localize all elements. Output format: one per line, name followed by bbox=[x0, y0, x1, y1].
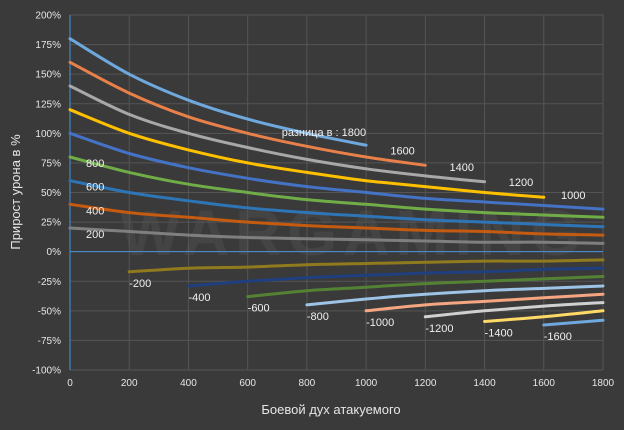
series-label: разница в : 1800 bbox=[282, 127, 366, 139]
x-tick-label: 1600 bbox=[533, 378, 556, 389]
series-label: 1000 bbox=[561, 190, 585, 202]
y-axis-title: Прирост урона в % bbox=[8, 134, 23, 250]
series-line-1 bbox=[68, 60, 427, 167]
series-line-16 bbox=[542, 318, 605, 327]
series-line-3 bbox=[68, 108, 546, 199]
x-tick-label: 1800 bbox=[592, 378, 615, 389]
y-tick-label: 50% bbox=[41, 188, 61, 199]
y-tick-label: 25% bbox=[41, 218, 61, 229]
series-line-5 bbox=[68, 155, 605, 219]
y-tick-label: 200% bbox=[35, 11, 61, 22]
y-tick-label: 75% bbox=[41, 158, 61, 169]
series-line-9 bbox=[127, 258, 605, 274]
series-label: 200 bbox=[86, 229, 104, 241]
series-label: 1200 bbox=[509, 177, 533, 189]
y-tick-label: 125% bbox=[35, 99, 61, 110]
series-lines bbox=[68, 37, 605, 327]
series-labels: разница в : 1800 1600 1400 1200 1000 800 600 40… bbox=[86, 127, 585, 343]
series-line-13 bbox=[364, 292, 605, 313]
series-line-7 bbox=[68, 202, 605, 237]
series-line-11 bbox=[246, 275, 605, 299]
series-label: -200 bbox=[129, 278, 151, 290]
series-label: 600 bbox=[86, 182, 104, 194]
x-tick-label: 1200 bbox=[414, 378, 437, 389]
grid bbox=[69, 14, 604, 371]
series-line-6 bbox=[68, 179, 605, 229]
x-tick-labels: 0 200 400 600 800 1000 1200 1400 1600 1800 bbox=[67, 378, 614, 389]
series-line-4 bbox=[68, 131, 605, 211]
series-line-10 bbox=[186, 266, 605, 288]
x-tick-label: 800 bbox=[299, 378, 316, 389]
series-label: -1400 bbox=[485, 327, 513, 339]
x-tick-label: 1400 bbox=[473, 378, 496, 389]
y-tick-label: 150% bbox=[35, 70, 61, 81]
y-tick-label: -75% bbox=[38, 336, 61, 347]
y-tick-label: -50% bbox=[38, 306, 61, 317]
series-line-14 bbox=[423, 301, 605, 319]
series-label: -1000 bbox=[366, 317, 394, 329]
series-label: 800 bbox=[86, 158, 104, 170]
series-line-8 bbox=[68, 226, 605, 245]
x-axis-title: Боевой дух атакуемого bbox=[261, 402, 400, 417]
series-label: -800 bbox=[307, 311, 329, 323]
y-tick-label: -25% bbox=[38, 277, 61, 288]
series-label: -1600 bbox=[544, 331, 572, 343]
series-label: 1400 bbox=[450, 162, 474, 174]
series-line-2 bbox=[68, 84, 487, 184]
series-line-0 bbox=[68, 37, 368, 147]
y-tick-label: 175% bbox=[35, 40, 61, 51]
series-label: 400 bbox=[86, 205, 104, 217]
x-tick-label: 200 bbox=[121, 378, 138, 389]
series-label: -1200 bbox=[425, 323, 453, 335]
series-label: -600 bbox=[248, 303, 270, 315]
series-label: 1600 bbox=[390, 145, 414, 157]
x-tick-label: 600 bbox=[239, 378, 256, 389]
x-tick-label: 0 bbox=[67, 378, 73, 389]
series-line-12 bbox=[305, 284, 605, 307]
y-tick-label: 100% bbox=[35, 129, 61, 140]
x-tick-label: 400 bbox=[180, 378, 197, 389]
x-tick-label: 1000 bbox=[355, 378, 378, 389]
y-tick-label: -100% bbox=[32, 366, 61, 377]
series-line-15 bbox=[483, 309, 605, 323]
y-tick-label: 0% bbox=[47, 247, 62, 258]
y-tick-labels: 200% 175% 150% 125% 100% 75% 50% 25% 0% -25% -50% -… bbox=[32, 11, 61, 377]
series-label: -400 bbox=[188, 292, 210, 304]
